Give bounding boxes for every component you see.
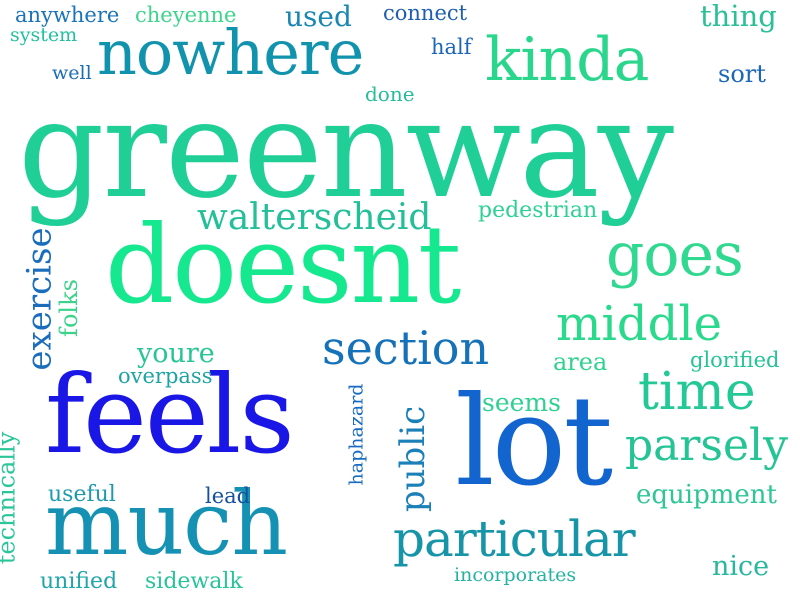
word-folks: folks [54, 279, 83, 337]
word-well: well [52, 62, 92, 84]
word-overpass: overpass [118, 364, 213, 388]
word-sort: sort [718, 60, 766, 88]
word-half: half [431, 35, 472, 59]
word-lead: lead [205, 484, 251, 508]
word-done: done [365, 82, 415, 106]
word-anywhere: anywhere [15, 3, 120, 27]
word-system: system [10, 24, 78, 46]
word-pedestrian: pedestrian [478, 198, 598, 223]
word-glorified: glorified [690, 348, 780, 372]
word-walterscheid: walterscheid [197, 197, 432, 238]
word-nice: nice [712, 551, 770, 582]
word-greenway: greenway [18, 71, 674, 228]
word-equipment: equipment [636, 480, 777, 510]
word-goes: goes [606, 220, 744, 290]
word-exercise: exercise [19, 227, 60, 371]
word-used: used [285, 0, 352, 33]
word-cheyenne: cheyenne [135, 3, 237, 27]
word-feels: feels [45, 353, 295, 478]
word-sidewalk: sidewalk [145, 569, 243, 594]
word-seems: seems [482, 388, 561, 417]
word-doesnt: doesnt [105, 203, 461, 328]
word-haphazard: haphazard [345, 383, 368, 486]
word-parsely: parsely [625, 420, 788, 471]
word-thing: thing [700, 0, 777, 33]
word-nowhere: nowhere [97, 16, 364, 89]
word-public: public [393, 405, 434, 513]
word-section: section [322, 321, 490, 375]
word-area: area [553, 348, 608, 376]
word-useful: useful [48, 482, 116, 507]
word-kinda: kinda [485, 25, 649, 95]
word-lot: lot [455, 370, 613, 514]
word-unified: unified [40, 569, 118, 594]
word-particular: particular [393, 510, 636, 568]
word-middle: middle [556, 296, 723, 352]
word-technically: technically [0, 431, 21, 565]
word-connect: connect [383, 1, 468, 25]
word-youre: youre [137, 338, 215, 369]
word-time: time [638, 362, 756, 422]
word-much: much [45, 472, 288, 575]
word-incorporates: incorporates [454, 564, 577, 586]
